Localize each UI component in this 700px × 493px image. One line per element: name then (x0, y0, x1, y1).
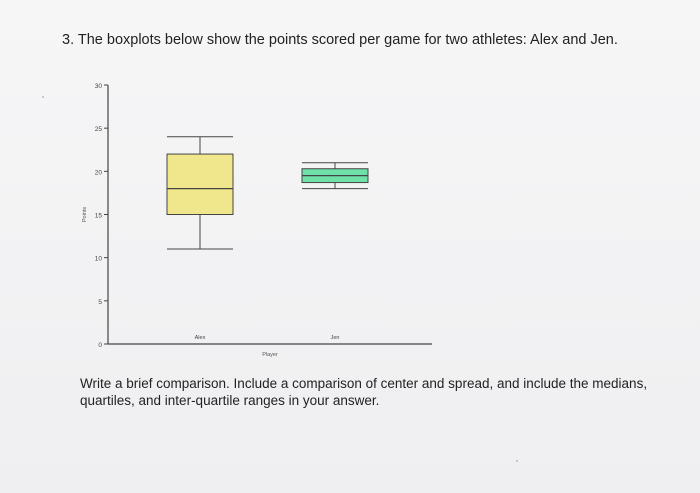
y-tick-label: 20 (95, 169, 103, 176)
y-tick-label: 30 (95, 83, 103, 90)
question-text: 3. The boxplots below show the points sc… (62, 32, 618, 48)
x-tick-label: Alex (195, 335, 206, 341)
y-tick-label: 15 (95, 213, 103, 220)
x-axis-title: Player (262, 352, 278, 358)
y-tick-label: 0 (98, 342, 102, 349)
y-tick-label: 10 (95, 256, 103, 263)
page-speck (42, 96, 44, 98)
prompt-text: Write a brief comparison. Include a comp… (80, 376, 648, 408)
y-tick-label: 25 (95, 126, 103, 133)
box-alex (166, 153, 234, 215)
y-tick-label: 5 (98, 299, 102, 306)
page-speck (516, 460, 518, 462)
x-tick-label: Jen (331, 335, 340, 341)
y-axis-title: Points (82, 207, 88, 223)
